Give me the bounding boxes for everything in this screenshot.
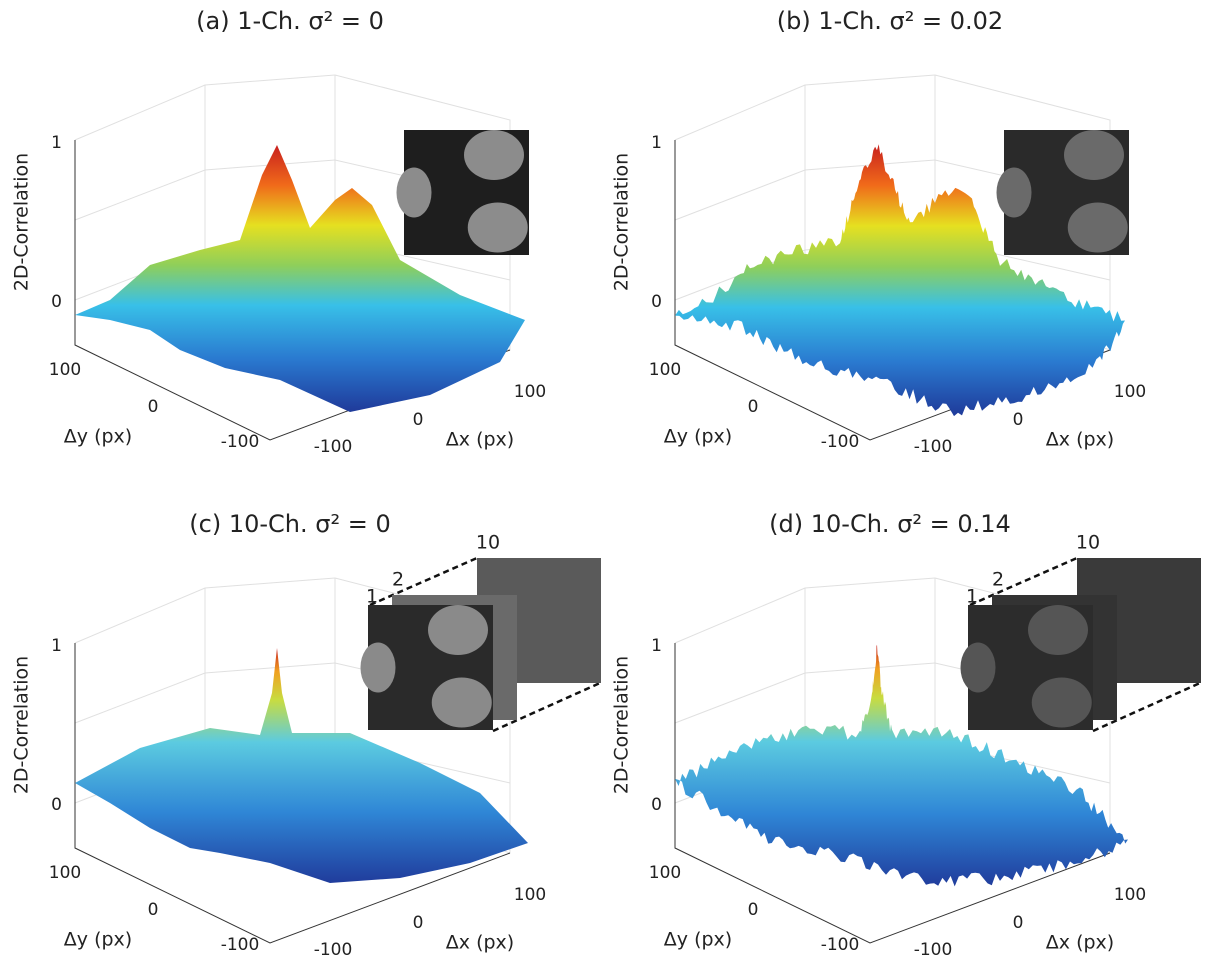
x-tick-label: 0 <box>413 410 424 430</box>
x-tick-label: 100 <box>514 885 546 905</box>
z-axis-label: 2D-Correlation <box>11 153 33 291</box>
x-tick-label: 100 <box>514 382 546 402</box>
y-tick-label: -100 <box>221 935 260 955</box>
y-tick-label: 0 <box>748 900 759 920</box>
axis-line <box>74 643 511 944</box>
x-tick-label: 0 <box>413 913 424 933</box>
z-axis-label: 2D-Correlation <box>611 656 633 794</box>
x-tick-label: 0 <box>1013 410 1024 430</box>
cell <box>1028 605 1088 655</box>
y-tick-label: 100 <box>49 863 81 883</box>
cell <box>464 130 524 180</box>
cell <box>428 605 488 655</box>
panel: (d) 10-Ch. σ² = 0.14012D-Correlation1000… <box>611 510 1201 958</box>
y-tick-label: 100 <box>649 360 681 380</box>
grid-line <box>334 74 511 350</box>
y-tick-label: -100 <box>821 935 860 955</box>
correlation-surface <box>675 144 1125 417</box>
x-tick-label: -100 <box>314 437 353 457</box>
x-axis-label: Δx (px) <box>446 932 514 954</box>
y-axis-label: Δy (px) <box>64 929 132 951</box>
z-tick-label: 0 <box>651 292 662 312</box>
y-tick-label: 100 <box>649 863 681 883</box>
x-axis-label: Δx (px) <box>1046 429 1114 451</box>
x-tick-label: 100 <box>1114 885 1146 905</box>
x-axis-label: Δx (px) <box>1046 932 1114 954</box>
z-axis-label: 2D-Correlation <box>611 153 633 291</box>
correlation-surface <box>75 145 525 412</box>
inset-label: 1 <box>366 586 378 608</box>
y-tick-label: 0 <box>148 397 159 417</box>
inset-label: 1 <box>966 586 978 608</box>
y-axis-label: Δy (px) <box>664 426 732 448</box>
z-tick-label: 1 <box>51 133 62 153</box>
cell <box>360 642 396 693</box>
panel: (c) 10-Ch. σ² = 0012D-Correlation1000-10… <box>11 510 601 958</box>
z-tick-label: 1 <box>651 636 662 656</box>
y-tick-label: 100 <box>49 360 81 380</box>
x-axis-label: Δx (px) <box>446 429 514 451</box>
x-tick-label: -100 <box>914 437 953 457</box>
correlation-surface <box>675 644 1128 887</box>
z-tick-label: 1 <box>51 636 62 656</box>
inset-label: 10 <box>1076 532 1100 554</box>
z-axis-label: 2D-Correlation <box>11 656 33 794</box>
cell <box>396 167 432 218</box>
y-tick-label: -100 <box>821 432 860 452</box>
y-axis-label: Δy (px) <box>664 929 732 951</box>
z-tick-label: 0 <box>651 795 662 815</box>
correlation-surface <box>75 648 528 883</box>
x-tick-label: -100 <box>914 940 953 958</box>
panel-title: (b) 1-Ch. σ² = 0.02 <box>777 7 1003 35</box>
panel: (b) 1-Ch. σ² = 0.02 0 1 2D-Correlation 100 0 -… <box>611 7 1147 457</box>
cell <box>1067 202 1128 253</box>
inset-label: 2 <box>992 569 1004 591</box>
inset-label: 2 <box>392 569 404 591</box>
x-tick-label: 0 <box>1013 913 1024 933</box>
z-tick-label: 0 <box>51 795 62 815</box>
panel-title: (c) 10-Ch. σ² = 0 <box>189 510 390 538</box>
inset-label: 10 <box>476 532 500 554</box>
x-tick-label: -100 <box>314 940 353 958</box>
cell <box>431 677 492 728</box>
cell <box>996 167 1032 218</box>
panel-title: (d) 10-Ch. σ² = 0.14 <box>769 510 1011 538</box>
cell <box>1064 130 1124 180</box>
y-tick-label: 0 <box>148 900 159 920</box>
y-tick-label: 0 <box>748 397 759 417</box>
y-tick-label: -100 <box>221 432 260 452</box>
y-axis-label: Δy (px) <box>64 426 132 448</box>
axis-line <box>674 643 1111 944</box>
z-tick-label: 0 <box>51 292 62 312</box>
cell <box>960 642 996 693</box>
x-tick-label: 100 <box>1114 382 1146 402</box>
z-tick-label: 1 <box>651 133 662 153</box>
cell <box>467 202 528 253</box>
panel: (a) 1-Ch. σ² = 0 0 1 2D-Correlation 100 0 -100… <box>11 7 547 457</box>
panel-title: (a) 1-Ch. σ² = 0 <box>196 7 384 35</box>
cell <box>1031 677 1092 728</box>
grid-line <box>934 74 1111 350</box>
